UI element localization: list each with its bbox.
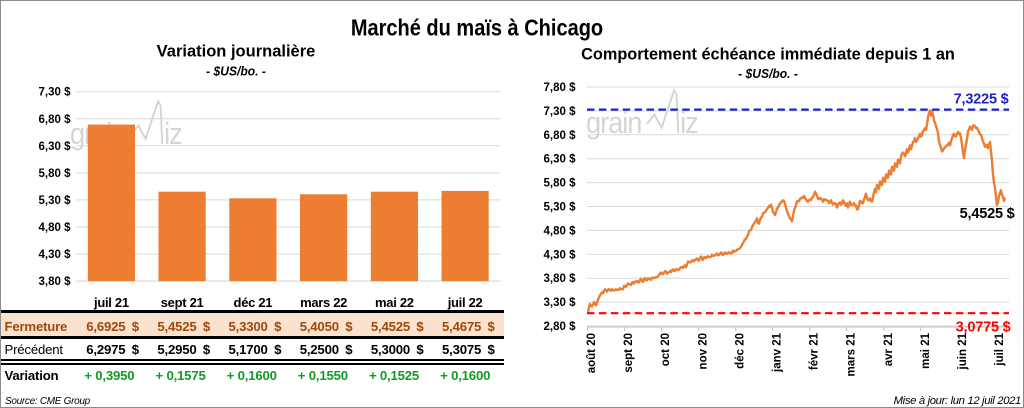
- svg-text:7,30 $: 7,30 $: [39, 87, 72, 99]
- svg-text:7,30 $: 7,30 $: [544, 106, 577, 118]
- svg-text:6,80 $: 6,80 $: [39, 114, 72, 126]
- svg-text:4,80 $: 4,80 $: [544, 225, 577, 237]
- svg-text:5,80 $: 5,80 $: [39, 168, 72, 180]
- svg-text:7,3225 $: 7,3225 $: [954, 92, 1009, 108]
- svg-text:4,80 $: 4,80 $: [39, 222, 72, 234]
- svg-text:- $US/bo. -: - $US/bo. -: [206, 64, 266, 78]
- svg-text:iz: iz: [680, 106, 698, 140]
- svg-text:nov 20: nov 20: [697, 333, 709, 369]
- svg-text:- $US/bo. -: - $US/bo. -: [738, 67, 798, 81]
- svg-text:5,30 $: 5,30 $: [39, 195, 72, 207]
- svg-text:juin 21: juin 21: [957, 332, 969, 370]
- svg-text:grain: grain: [586, 106, 641, 140]
- svg-text:Marché du maïs à Chicago: Marché du maïs à Chicago: [351, 14, 603, 41]
- svg-text:sept 21: sept 21: [161, 295, 204, 310]
- svg-text:7,80 $: 7,80 $: [544, 82, 577, 94]
- svg-text:mars 21: mars 21: [846, 332, 858, 376]
- svg-text:6,80 $: 6,80 $: [544, 130, 577, 142]
- svg-text:avr 21: avr 21: [883, 332, 895, 366]
- svg-text:juil 22: juil 22: [447, 295, 483, 310]
- svg-text:3,0775 $: 3,0775 $: [956, 320, 1011, 336]
- svg-text:5,30 $: 5,30 $: [544, 202, 577, 214]
- svg-text:août 20: août 20: [586, 333, 598, 373]
- svg-text:juil 21: juil 21: [93, 295, 129, 310]
- svg-text:6,30 $: 6,30 $: [544, 154, 577, 166]
- svg-text:Comportement échéance immédiat: Comportement échéance immédiate depuis 1…: [581, 46, 955, 64]
- svg-text:iz: iz: [164, 117, 182, 151]
- svg-text:2,80 $: 2,80 $: [544, 321, 577, 333]
- svg-text:3,80 $: 3,80 $: [544, 273, 577, 285]
- svg-text:sept 20: sept 20: [623, 333, 635, 373]
- svg-text:oct 20: oct 20: [660, 333, 672, 366]
- svg-text:5,80 $: 5,80 $: [544, 178, 577, 190]
- svg-text:juil 21: juil 21: [994, 332, 1006, 366]
- svg-text:3,30 $: 3,30 $: [544, 297, 577, 309]
- svg-text:3,80 $: 3,80 $: [39, 276, 72, 288]
- svg-text:févr 21: févr 21: [809, 332, 821, 370]
- svg-text:5,4525 $: 5,4525 $: [960, 206, 1015, 222]
- svg-text:mars 22: mars 22: [300, 295, 347, 310]
- svg-text:4,30 $: 4,30 $: [39, 249, 72, 261]
- svg-text:déc 21: déc 21: [234, 295, 273, 310]
- svg-text:déc 20: déc 20: [734, 333, 746, 369]
- svg-text:mai 22: mai 22: [375, 295, 414, 310]
- svg-text:6,30 $: 6,30 $: [39, 141, 72, 153]
- svg-text:4,30 $: 4,30 $: [544, 249, 577, 261]
- svg-text:Variation journalière: Variation journalière: [157, 43, 316, 61]
- svg-text:janv 21: janv 21: [772, 332, 784, 373]
- svg-text:mai 21: mai 21: [920, 332, 932, 368]
